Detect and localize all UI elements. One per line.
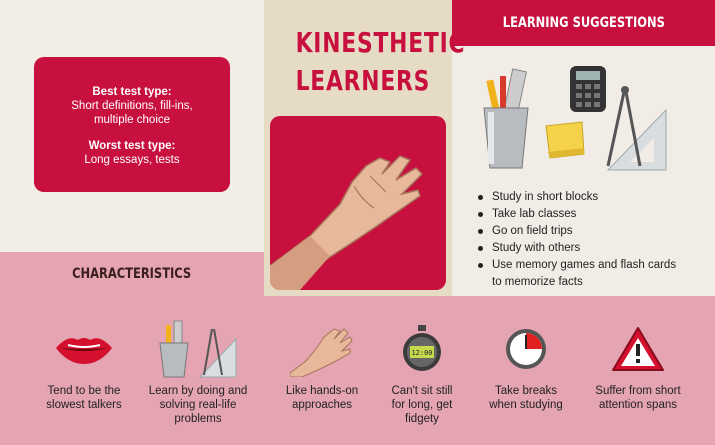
characteristics-heading: CHARACTERISTICS — [0, 266, 264, 282]
sticky-notes-icon — [545, 121, 585, 159]
pencil-cup-icon — [483, 68, 529, 169]
supplies-illustration — [478, 62, 698, 180]
characteristic-text: Take breaks when studying — [489, 385, 563, 411]
characteristic-text: Like hands-on approaches — [285, 385, 359, 411]
characteristic-text: Tend to be the slowest talkers — [46, 385, 122, 411]
stopwatch-icon: 12:00 — [403, 325, 441, 371]
hand-illustration — [270, 116, 446, 290]
list-item: Study in short blocks — [476, 189, 682, 206]
list-item: Study with others — [476, 240, 682, 257]
tools-cup-icon — [159, 320, 237, 378]
characteristics-panel — [0, 296, 715, 445]
characteristic-item: Take breaks when studying — [470, 318, 582, 412]
characteristic-text: Can't sit still for long, get fidgety — [391, 385, 453, 425]
hand-icon — [270, 155, 424, 290]
lips-icon — [56, 338, 112, 364]
clock-icon — [506, 329, 546, 369]
characteristic-text: Suffer from short attention spans — [595, 385, 681, 411]
warning-icon — [612, 327, 664, 371]
hand-icon — [290, 328, 353, 377]
page-title-text: KINESTHETIC LEARNERS — [295, 26, 466, 97]
characteristic-item: Like hands-on approaches — [266, 318, 378, 412]
characteristic-item: Suffer from short attention spans — [582, 318, 694, 412]
compass-triangle-icon — [606, 86, 667, 171]
calculator-icon — [570, 66, 606, 112]
list-item: Go on field trips — [476, 223, 682, 240]
characteristics-heading-text: CHARACTERISTICS — [72, 266, 192, 282]
characteristic-item: Tend to be the slowest talkers — [28, 318, 140, 412]
characteristics-header-panel — [0, 252, 264, 296]
best-test-value: Short definitions, fill-ins, multiple ch… — [71, 100, 193, 126]
test-type-box: Best test type: Short definitions, fill-… — [34, 57, 230, 192]
characteristic-item: Learn by doing and solving real-life pro… — [142, 318, 254, 426]
suggestions-heading: LEARNING SUGGESTIONS — [452, 0, 715, 46]
characteristic-item: 12:00 Can't sit still for long, get fidg… — [366, 318, 478, 426]
characteristic-text: Learn by doing and solving real-life pro… — [148, 385, 248, 425]
suggestions-list: Study in short blocks Take lab classes G… — [476, 189, 682, 291]
list-item: Use memory games and flash cards to memo… — [476, 257, 682, 291]
best-test-label: Best test type: — [92, 86, 172, 98]
worst-test-value: Long essays, tests — [84, 154, 180, 166]
suggestions-heading-text: LEARNING SUGGESTIONS — [502, 15, 665, 31]
stopwatch-display: 12:00 — [411, 349, 432, 357]
page-title: KINESTHETIC LEARNERS — [285, 24, 466, 100]
list-item: Take lab classes — [476, 206, 682, 223]
worst-test-label: Worst test type: — [88, 140, 176, 152]
